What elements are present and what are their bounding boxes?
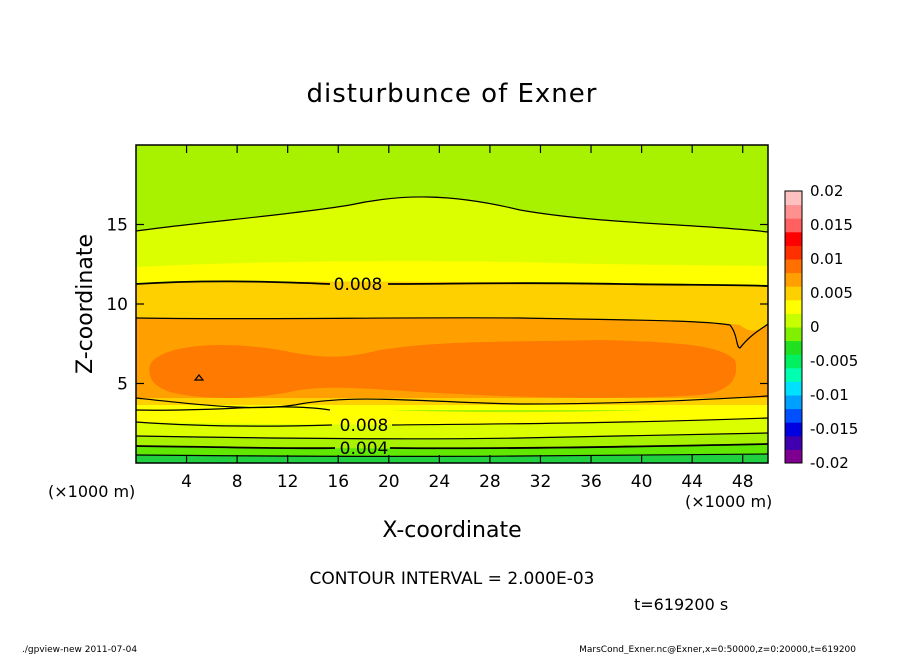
contour-interval-text: CONTOUR INTERVAL = 2.000E-03: [310, 569, 595, 589]
y-axis-label: Z-coordinate: [73, 234, 98, 374]
contour-line-lower-b: [135, 432, 769, 440]
x-tick-label: 4: [181, 472, 192, 492]
x-tick-label: 20: [378, 472, 400, 492]
colorbar-swatch: [785, 204, 802, 219]
colorbar-swatch: [785, 367, 802, 382]
colorbar-swatch: [785, 354, 802, 369]
contour-label: 0.004: [340, 439, 389, 459]
colorbar-swatch: [785, 408, 802, 423]
x-tick-label: 16: [327, 472, 349, 492]
colorbar-swatch: [785, 231, 802, 246]
contour-label-group: 0.008 0.008 0.004: [334, 275, 389, 459]
colorbar-tick-label: 0.005: [810, 284, 853, 302]
colorbar-swatch: [785, 218, 802, 233]
contour-line-008-upper: [135, 280, 769, 287]
x-axis-ticks: 4 8 12 16 20 24 28 32 36 40 44 48: [181, 145, 754, 492]
y-tick-label: 5: [117, 375, 128, 395]
colorbar-tick-label: 0.01: [810, 250, 843, 268]
colorbar-frame: [784, 190, 803, 464]
contour-label: 0.008: [334, 275, 383, 295]
x-unit-right: (×1000 m): [685, 492, 772, 511]
x-tick-label: 48: [732, 472, 754, 492]
contour-line-bottom: [135, 453, 769, 458]
colorbar-tick-label: -0.005: [810, 352, 858, 370]
y-axis-ticks: 5 10 15: [106, 216, 768, 395]
colorbar-tick-label: -0.01: [810, 386, 849, 404]
contour-lines: [135, 196, 769, 458]
contour-small-closed-loop: [193, 374, 205, 381]
colorbar-swatch: [785, 313, 802, 328]
contour-line-lower-a: [135, 421, 333, 427]
contour-fill-layer: [136, 145, 768, 463]
footer-right: MarsCond_Exner.nc@Exner,x=0:50000,z=0:20…: [579, 645, 856, 654]
colorbar-swatch: [785, 395, 802, 410]
x-tick-label: 24: [429, 472, 451, 492]
x-tick-label: 32: [530, 472, 552, 492]
colorbar-swatch: [785, 272, 802, 287]
band-dark-orange: [149, 340, 737, 398]
colorbar-tick-label: 0: [810, 318, 820, 336]
contour-line-mid-lower: [135, 395, 769, 409]
contour-line-mid-upper: [135, 317, 769, 349]
x-unit-left: (×1000 m): [48, 482, 135, 501]
colorbar-swatch: [785, 435, 802, 450]
x-tick-label: 28: [479, 472, 501, 492]
time-label: t=619200 s: [634, 595, 728, 614]
x-tick-label: 8: [232, 472, 243, 492]
colorbar-swatch: [785, 286, 802, 301]
y-tick-label: 10: [106, 295, 128, 315]
x-tick-label: 44: [681, 472, 703, 492]
x-tick-label: 36: [580, 472, 602, 492]
contour-line-upper: [135, 196, 769, 233]
colorbar-swatch: [785, 299, 802, 314]
chart-title: disturbunce of Exner: [307, 79, 598, 109]
x-axis-label: X-coordinate: [382, 518, 521, 543]
colorbar-swatch: [785, 422, 802, 437]
contour-label: 0.008: [340, 416, 389, 436]
colorbar-tick-label: -0.02: [810, 454, 849, 472]
footer-left: ./gpview-new 2011-07-04: [22, 645, 137, 654]
x-tick-label: 12: [277, 472, 299, 492]
colorbar-tick-label: 0.015: [810, 216, 853, 234]
colorbar-tick-label: -0.015: [810, 420, 858, 438]
y-tick-label: 15: [106, 216, 128, 236]
colorbar-swatch: [785, 340, 802, 355]
colorbar-labels: 0.02 0.015 0.01 0.005 0 -0.005 -0.01 -0.015 -0.0…: [810, 182, 858, 472]
colorbar-swatch: [785, 449, 802, 464]
colorbar-swatch: [785, 259, 802, 274]
contour-line-008-lower: [135, 406, 769, 426]
colorbar-swatch: [785, 327, 802, 342]
colorbar-swatch: [785, 245, 802, 260]
colorbar: [785, 191, 802, 464]
colorbar-swatch: [785, 381, 802, 396]
colorbar-swatch: [785, 191, 802, 206]
contour-line-004: [135, 443, 769, 450]
colorbar-tick-label: 0.02: [810, 182, 843, 200]
x-tick-label: 40: [631, 472, 653, 492]
